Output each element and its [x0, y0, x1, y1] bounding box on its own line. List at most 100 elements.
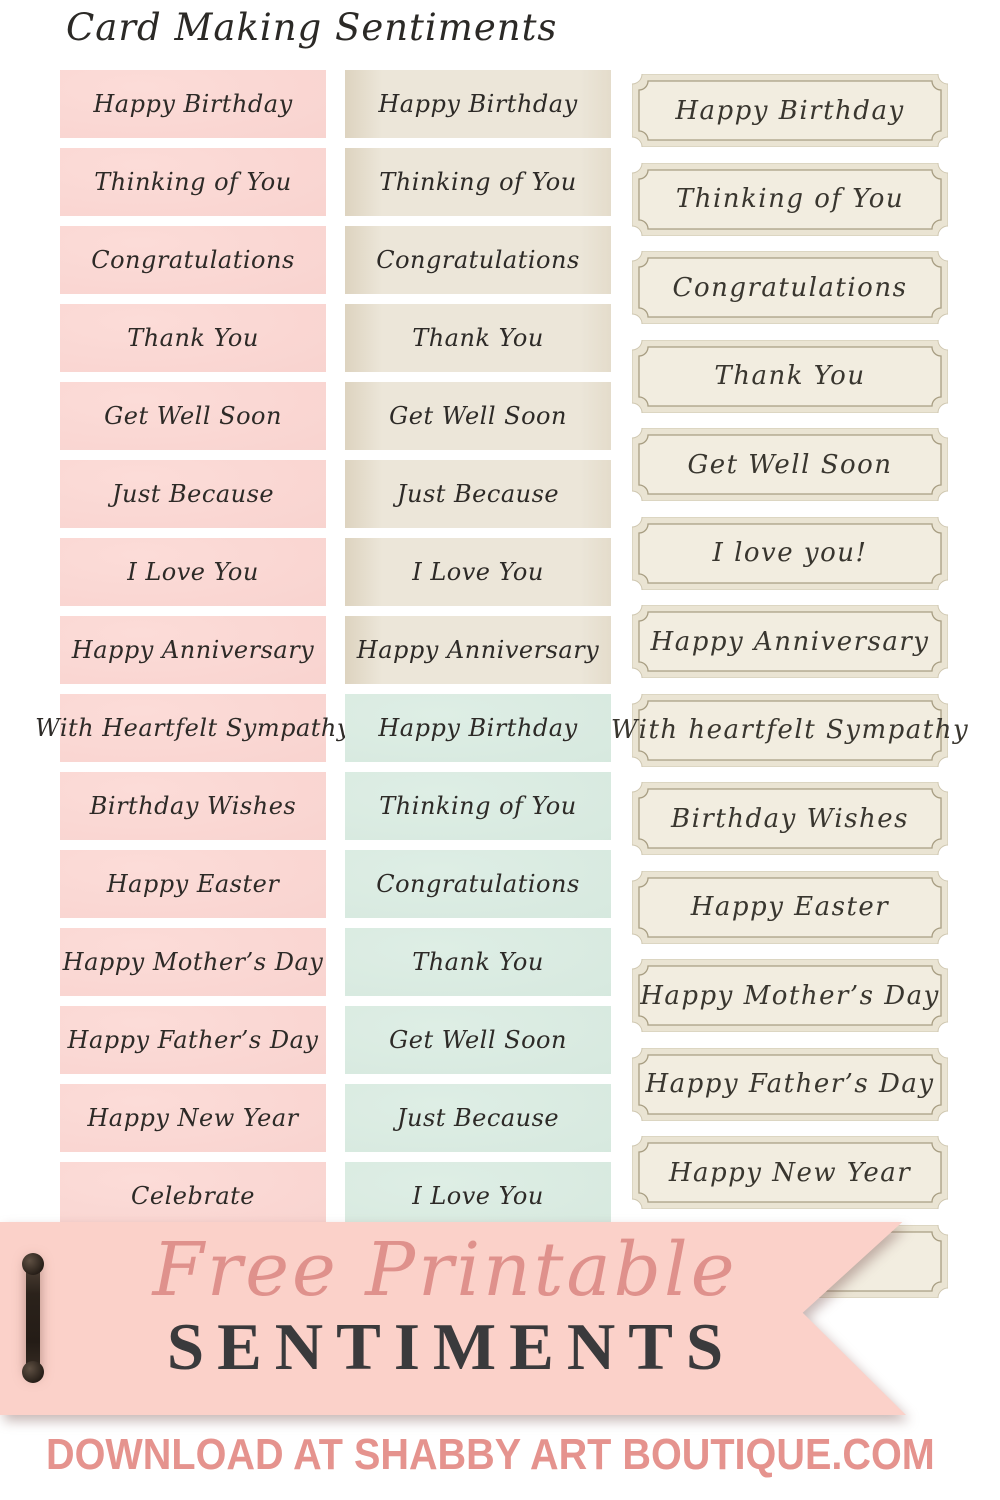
ticket-frame: [632, 1136, 948, 1209]
sentiment-label-text: Celebrate: [131, 1182, 255, 1210]
sentiment-label: Thinking of You: [345, 148, 611, 216]
sentiment-label-text: Birthday Wishes: [89, 792, 297, 820]
banner-ribbon-shape: Free Printable SENTIMENTS: [0, 1222, 906, 1415]
sentiment-ticket-text: Happy Mother’s Day: [640, 980, 940, 1011]
sentiment-label: Happy Birthday: [60, 70, 326, 138]
banner-ribbon: Free Printable SENTIMENTS: [0, 1222, 906, 1415]
sentiment-label-text: Happy Father’s Day: [67, 1026, 319, 1054]
sentiment-label: I Love You: [345, 1162, 611, 1230]
sentiment-label: Just Because: [60, 460, 326, 528]
sentiment-label: Happy Birthday: [345, 70, 611, 138]
sentiment-label: Happy Easter: [60, 850, 326, 918]
sentiment-label: Birthday Wishes: [60, 772, 326, 840]
sentiment-ticket-text: Thank You: [714, 361, 866, 391]
ticket-frame: [632, 428, 948, 501]
sentiment-ticket: Happy Easter: [632, 870, 948, 944]
sentiment-label: I Love You: [60, 538, 326, 606]
sentiment-label: Thank You: [345, 304, 611, 372]
sentiment-ticket-text: Happy Easter: [690, 892, 890, 922]
sentiment-ticket: Happy Mother’s Day: [632, 959, 948, 1032]
sentiment-label: With Heartfelt Sympathy: [35, 694, 350, 762]
sentiment-ticket-text: Happy Father’s Day: [645, 1069, 935, 1099]
sentiment-label: Get Well Soon: [345, 382, 611, 450]
sentiment-ticket: Birthday Wishes: [632, 782, 948, 855]
sentiment-label-text: Congratulations: [376, 870, 580, 898]
sentiment-ticket: Get Well Soon: [632, 428, 948, 501]
sentiment-label: Congratulations: [60, 226, 326, 294]
ticket-frame: [632, 693, 948, 767]
sentiment-label-text: Happy Easter: [106, 870, 280, 898]
sentiment-label-text: Happy Birthday: [93, 90, 293, 118]
sentiment-label-text: With Heartfelt Sympathy: [35, 714, 351, 742]
ticket-frame: [632, 251, 948, 324]
sentiment-ticket-text: Congratulations: [672, 272, 908, 303]
sentiment-label-text: Happy Birthday: [378, 90, 578, 118]
sentiment-label-text: Happy Birthday: [378, 714, 578, 742]
sentiment-label: Happy Mother’s Day: [60, 928, 326, 996]
sentiment-label-text: I Love You: [412, 1182, 544, 1210]
sentiment-label-text: Get Well Soon: [389, 1026, 567, 1054]
sentiment-ticket-text: Happy Anniversary: [650, 626, 930, 657]
sentiment-label-text: Get Well Soon: [104, 402, 282, 430]
sentiment-label-text: Just Because: [396, 1104, 560, 1132]
column-ticket-labels: Happy Birthday Thinking of You Congratul…: [610, 74, 970, 1313]
sentiment-ticket-text: Thinking of You: [675, 184, 905, 214]
sentiment-label-text: Just Because: [396, 480, 560, 508]
sentiment-label: Happy Birthday: [345, 694, 611, 762]
sentiment-label: Get Well Soon: [60, 382, 326, 450]
banner-text-block: Free Printable SENTIMENTS: [0, 1222, 890, 1381]
sentiment-label-text: Congratulations: [91, 246, 295, 274]
sentiment-label: Congratulations: [345, 850, 611, 918]
sentiment-label: Thinking of You: [345, 772, 611, 840]
ticket-frame: [632, 162, 948, 236]
sentiment-label-text: Congratulations: [376, 246, 580, 274]
ticket-frame: [632, 339, 948, 413]
sentiment-label-text: Thinking of You: [379, 168, 577, 196]
ticket-frame: [632, 605, 948, 678]
sentiment-label: Just Because: [345, 460, 611, 528]
sentiment-label-text: Thank You: [412, 948, 544, 976]
sentiment-ticket: Happy Birthday: [632, 74, 948, 147]
sentiment-label-text: Happy Anniversary: [71, 636, 315, 664]
sentiment-label: I Love You: [345, 538, 611, 606]
ticket-frame: [632, 516, 948, 590]
sentiment-ticket: Happy New Year: [632, 1136, 948, 1209]
sentiment-label: Happy Father’s Day: [60, 1006, 326, 1074]
sentiment-ticket-text: I love you!: [712, 538, 868, 568]
ticket-frame: [632, 1047, 948, 1121]
sentiment-label: Just Because: [345, 1084, 611, 1152]
sentiment-ticket: Happy Father’s Day: [632, 1047, 948, 1121]
sentiment-label-text: Get Well Soon: [389, 402, 567, 430]
sentiment-label: Congratulations: [345, 226, 611, 294]
ticket-frame: [632, 782, 948, 855]
sentiment-ticket: Happy Anniversary: [632, 605, 948, 678]
sentiment-label: Thank You: [60, 304, 326, 372]
sentiment-ticket: I love you!: [632, 516, 948, 590]
sentiment-label: Happy New Year: [60, 1084, 326, 1152]
sentiment-label: Happy Anniversary: [345, 616, 611, 684]
column-cream-mint-labels: Happy Birthday Thinking of You Congratul…: [345, 70, 611, 1240]
bobby-pin-icon: [22, 1253, 44, 1383]
banner-script-text: Free Printable: [152, 1227, 738, 1313]
page-title: Card Making Sentiments: [66, 6, 558, 49]
sentiment-label-text: I Love You: [412, 558, 544, 586]
sentiment-label-text: Thank You: [412, 324, 544, 352]
sentiment-ticket-text: Happy New Year: [668, 1157, 912, 1188]
ticket-frame: [632, 870, 948, 944]
sentiment-ticket: Congratulations: [632, 251, 948, 324]
sentiment-label-text: Happy Anniversary: [356, 636, 600, 664]
sentiment-ticket: With heartfelt Sympathy: [610, 693, 970, 767]
sentiment-label: Thinking of You: [60, 148, 326, 216]
sentiment-label-text: Thinking of You: [94, 168, 292, 196]
sentiment-label-text: Thinking of You: [379, 792, 577, 820]
sentiment-label: Get Well Soon: [345, 1006, 611, 1074]
sentiment-ticket-text: Get Well Soon: [687, 449, 893, 480]
sentiment-label-text: I Love You: [127, 558, 259, 586]
sentiment-label: Thank You: [345, 928, 611, 996]
sentiment-ticket: Thinking of You: [632, 162, 948, 236]
sentiment-label: Happy Anniversary: [60, 616, 326, 684]
sentiment-ticket-text: With heartfelt Sympathy: [610, 715, 970, 745]
banner-main-text: SENTIMENTS: [166, 1309, 737, 1384]
sentiment-label: Celebrate: [60, 1162, 326, 1230]
